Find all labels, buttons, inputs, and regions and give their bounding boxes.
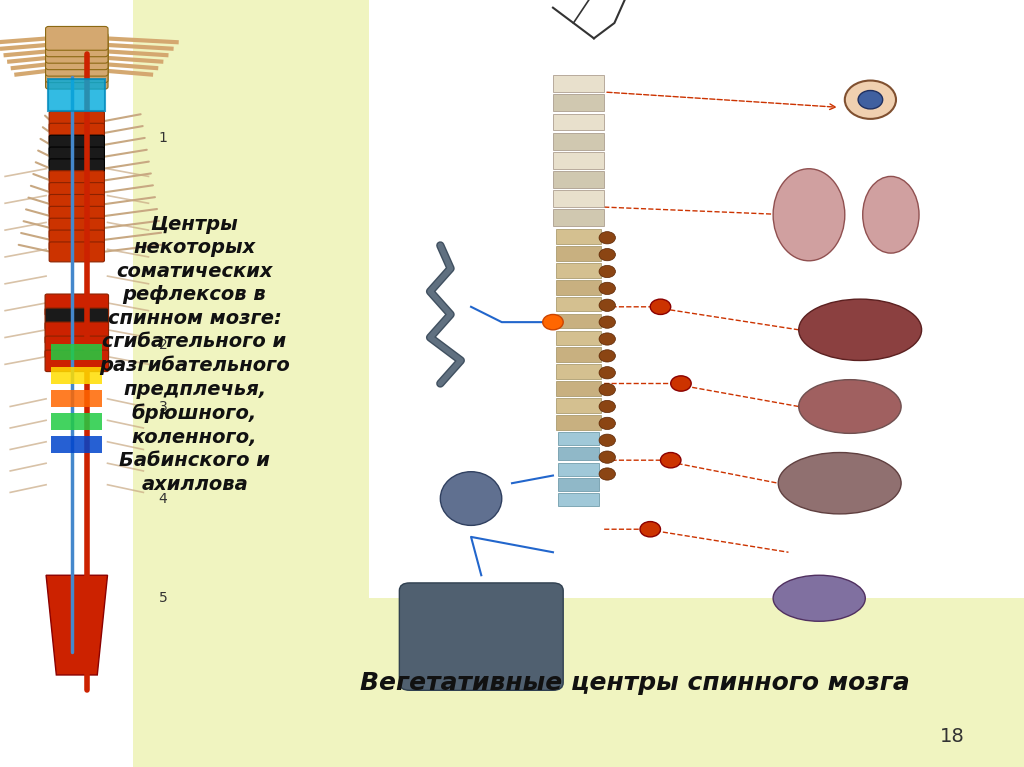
FancyBboxPatch shape xyxy=(556,229,601,244)
FancyBboxPatch shape xyxy=(45,322,109,344)
FancyBboxPatch shape xyxy=(49,111,104,131)
FancyBboxPatch shape xyxy=(556,314,601,328)
FancyBboxPatch shape xyxy=(45,39,109,63)
FancyBboxPatch shape xyxy=(49,242,104,262)
FancyBboxPatch shape xyxy=(45,52,109,76)
FancyBboxPatch shape xyxy=(133,0,369,767)
FancyBboxPatch shape xyxy=(556,347,601,362)
Circle shape xyxy=(543,314,563,330)
FancyBboxPatch shape xyxy=(45,294,109,315)
Text: 2: 2 xyxy=(159,338,168,352)
Circle shape xyxy=(599,299,615,311)
FancyBboxPatch shape xyxy=(558,478,599,491)
Circle shape xyxy=(599,434,615,446)
FancyBboxPatch shape xyxy=(553,114,604,130)
FancyBboxPatch shape xyxy=(553,171,604,188)
FancyBboxPatch shape xyxy=(49,219,104,239)
Circle shape xyxy=(660,453,681,468)
FancyBboxPatch shape xyxy=(45,33,109,57)
FancyBboxPatch shape xyxy=(49,123,104,143)
Text: 3: 3 xyxy=(159,400,168,413)
FancyBboxPatch shape xyxy=(45,46,109,70)
FancyBboxPatch shape xyxy=(369,598,1024,767)
FancyBboxPatch shape xyxy=(45,350,109,371)
FancyBboxPatch shape xyxy=(553,75,604,92)
FancyBboxPatch shape xyxy=(556,263,601,278)
FancyBboxPatch shape xyxy=(49,195,104,215)
Circle shape xyxy=(599,451,615,463)
Bar xyxy=(51,436,102,453)
FancyBboxPatch shape xyxy=(556,415,601,430)
Ellipse shape xyxy=(440,472,502,525)
Text: 1: 1 xyxy=(159,131,168,145)
Circle shape xyxy=(599,282,615,295)
FancyBboxPatch shape xyxy=(553,133,604,150)
Circle shape xyxy=(599,350,615,362)
Circle shape xyxy=(599,249,615,261)
Circle shape xyxy=(599,232,615,244)
Ellipse shape xyxy=(773,169,845,261)
FancyBboxPatch shape xyxy=(556,246,601,261)
FancyBboxPatch shape xyxy=(49,230,104,250)
FancyBboxPatch shape xyxy=(556,398,601,413)
Circle shape xyxy=(599,384,615,396)
Text: Центры
некоторых
соматических
рефлексов в
спинном мозге:
сгибательного и
разгиба: Центры некоторых соматических рефлексов … xyxy=(99,215,290,494)
FancyBboxPatch shape xyxy=(556,280,601,295)
Circle shape xyxy=(599,468,615,480)
Circle shape xyxy=(599,265,615,278)
FancyBboxPatch shape xyxy=(556,381,601,396)
Bar xyxy=(51,413,102,430)
FancyBboxPatch shape xyxy=(558,493,599,506)
Circle shape xyxy=(599,417,615,430)
FancyBboxPatch shape xyxy=(45,65,109,89)
Polygon shape xyxy=(46,575,108,675)
Bar xyxy=(51,367,102,384)
FancyBboxPatch shape xyxy=(45,26,109,51)
Circle shape xyxy=(845,81,896,119)
FancyBboxPatch shape xyxy=(48,79,105,111)
Text: 18: 18 xyxy=(940,727,965,746)
FancyBboxPatch shape xyxy=(45,336,109,357)
FancyBboxPatch shape xyxy=(49,135,104,155)
FancyBboxPatch shape xyxy=(49,159,104,179)
FancyBboxPatch shape xyxy=(553,209,604,226)
Ellipse shape xyxy=(799,299,922,360)
FancyBboxPatch shape xyxy=(49,147,104,167)
Text: 4: 4 xyxy=(159,492,168,505)
FancyBboxPatch shape xyxy=(399,583,563,690)
Circle shape xyxy=(858,91,883,109)
Circle shape xyxy=(671,376,691,391)
FancyBboxPatch shape xyxy=(556,331,601,345)
Circle shape xyxy=(599,367,615,379)
FancyBboxPatch shape xyxy=(553,152,604,169)
Circle shape xyxy=(640,522,660,537)
FancyBboxPatch shape xyxy=(45,308,109,330)
Ellipse shape xyxy=(799,380,901,433)
FancyBboxPatch shape xyxy=(556,297,601,311)
FancyBboxPatch shape xyxy=(45,59,109,83)
FancyBboxPatch shape xyxy=(553,94,604,111)
Text: Вегетативные центры спинного мозга: Вегетативные центры спинного мозга xyxy=(360,670,909,695)
Ellipse shape xyxy=(778,453,901,514)
FancyBboxPatch shape xyxy=(49,171,104,191)
FancyBboxPatch shape xyxy=(558,432,599,445)
FancyBboxPatch shape xyxy=(49,183,104,202)
Text: 5: 5 xyxy=(159,591,168,605)
FancyBboxPatch shape xyxy=(558,463,599,476)
FancyBboxPatch shape xyxy=(49,206,104,226)
Ellipse shape xyxy=(773,575,865,621)
Circle shape xyxy=(599,400,615,413)
Bar xyxy=(51,390,102,407)
Bar xyxy=(51,344,102,360)
FancyBboxPatch shape xyxy=(558,447,599,460)
Circle shape xyxy=(599,333,615,345)
Ellipse shape xyxy=(862,176,920,253)
FancyBboxPatch shape xyxy=(556,364,601,379)
Circle shape xyxy=(599,316,615,328)
Circle shape xyxy=(650,299,671,314)
FancyBboxPatch shape xyxy=(553,190,604,207)
